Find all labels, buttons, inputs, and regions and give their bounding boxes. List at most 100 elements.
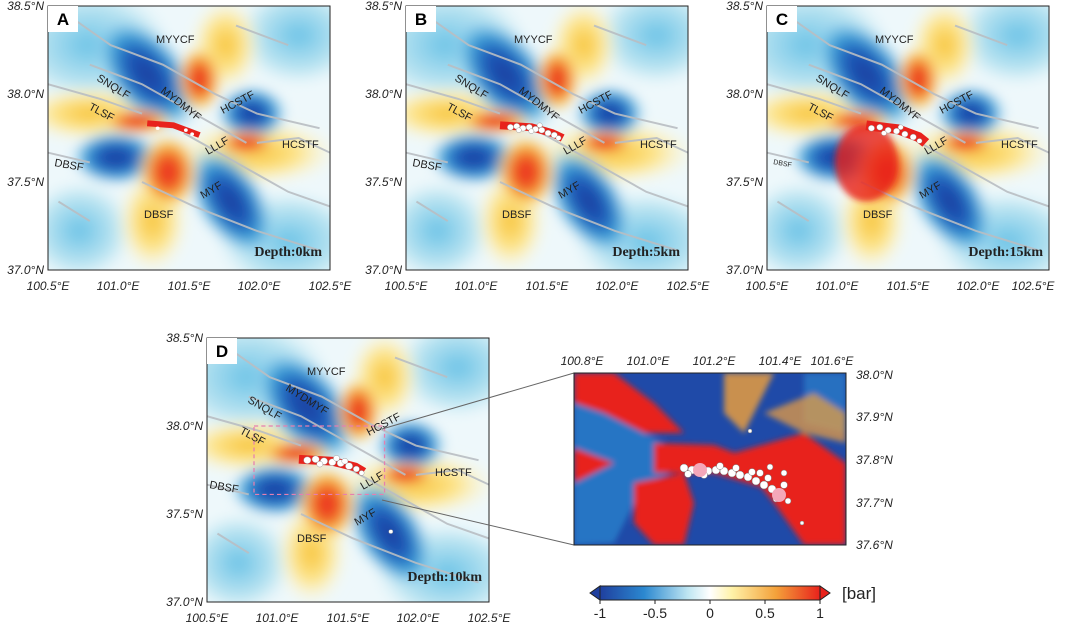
fault-label: HCSTF — [1001, 139, 1038, 151]
inset-lon-ticks: 100.8°E 101.0°E 101.2°E 101.4°E 101.6°E — [561, 354, 855, 368]
lon-tick: 102.0°E — [238, 279, 282, 293]
lat-tick: 37.7°N — [856, 496, 893, 510]
lon-tick: 101.0°E — [455, 279, 499, 293]
lon-tick: 101.5°E — [526, 279, 570, 293]
lon-tick: 102.0°E — [957, 279, 1001, 293]
fault-label: MYYCF — [514, 34, 553, 46]
panel-d-map — [155, 309, 531, 624]
lon-tick: 102.5°E — [1012, 279, 1056, 293]
colorbar-tick: 0 — [706, 605, 714, 621]
lat-tick: 38.5°N — [166, 331, 203, 345]
panel-a: A Depth:0km MYYCF MYDMYF SNQLF TLSF HCST… — [0, 0, 372, 299]
lat-tick: 37.5°N — [726, 175, 763, 189]
panel-d: D Depth:10km MYYCF MYDMYF SNQLF TLSF HCS… — [155, 309, 531, 624]
inset-map — [574, 373, 846, 545]
panel-b: B Depth:5km MYYCF MYDMYF SNQLF TLSF HCST… — [354, 0, 730, 299]
panel-a-depth: Depth:0km — [254, 245, 322, 260]
fault-label: MYYCF — [307, 366, 346, 378]
lat-tick: 37.0°N — [726, 263, 763, 277]
lat-tick: 37.8°N — [856, 453, 893, 467]
panel-c-lat-ticks: 38.5°N 38.0°N 37.5°N 37.0°N — [726, 0, 763, 277]
lat-tick: 38.0°N — [365, 87, 402, 101]
fault-label: HCSTF — [435, 467, 472, 479]
fault-label: DBSF — [208, 479, 239, 496]
panel-b-map — [354, 0, 730, 299]
aftershock-cluster — [865, 120, 930, 147]
fault-label: DBSF — [297, 533, 327, 545]
lon-tick: 101.2°E — [693, 354, 737, 368]
lon-tick: 100.5°E — [27, 279, 71, 293]
panel-b-label-box — [406, 6, 436, 32]
inset-panel: 100.8°E 101.0°E 101.2°E 101.4°E 101.6°E … — [561, 354, 894, 552]
lon-tick: 100.8°E — [561, 354, 605, 368]
panel-a-map — [0, 0, 372, 299]
inset-connector-lines — [381, 372, 575, 546]
panel-d-frame — [206, 337, 490, 603]
panel-b-lat-ticks: 38.5°N 38.0°N 37.5°N 37.0°N — [365, 0, 402, 277]
panel-d-depth: Depth:10km — [407, 570, 482, 585]
panel-a-frame — [47, 5, 331, 271]
lat-tick: 37.0°N — [365, 263, 402, 277]
lat-tick: 38.0°N — [166, 419, 203, 433]
lat-tick: 37.5°N — [7, 175, 44, 189]
lon-tick: 101.0°E — [816, 279, 860, 293]
inset-lat-ticks: 38.0°N 37.9°N 37.8°N 37.7°N 37.6°N — [856, 368, 893, 552]
lat-tick: 37.0°N — [7, 263, 44, 277]
panel-a-label: A — [57, 10, 69, 29]
colorbar-tick: 0.5 — [755, 605, 775, 621]
aftershock-cluster — [499, 121, 565, 142]
lat-tick: 37.5°N — [365, 175, 402, 189]
colorbar-unit: [bar] — [842, 584, 876, 603]
lat-tick: 37.9°N — [856, 410, 893, 424]
panel-c-frame — [766, 5, 1050, 271]
lon-tick: 100.5°E — [186, 611, 230, 624]
lon-tick: 101.5°E — [168, 279, 212, 293]
fault-label: DBSF — [144, 209, 174, 221]
panel-a-lon-ticks: 100.5°E 101.0°E 101.5°E 102.0°E 102.5°E — [27, 279, 353, 293]
colorbar: -1 -0.5 0 0.5 1 [bar] — [589, 584, 876, 621]
lon-tick: 102.5°E — [309, 279, 353, 293]
panel-b-lon-ticks: 100.5°E 101.0°E 101.5°E 102.0°E 102.5°E — [385, 279, 711, 293]
lon-tick: 101.0°E — [627, 354, 671, 368]
lon-tick: 101.6°E — [811, 354, 855, 368]
panel-d-lat-ticks: 38.5°N 38.0°N 37.5°N 37.0°N — [166, 331, 203, 609]
panel-c-map — [715, 0, 1072, 299]
aftershock-cluster — [298, 454, 394, 534]
lon-tick: 102.5°E — [667, 279, 711, 293]
panel-a-label-box — [48, 6, 78, 32]
inset-frame — [573, 372, 847, 546]
lat-tick: 37.5°N — [166, 507, 203, 521]
lat-tick: 38.5°N — [7, 0, 44, 13]
lon-tick: 101.0°E — [256, 611, 300, 624]
panel-c-label-box — [767, 6, 797, 32]
lon-tick: 101.5°E — [887, 279, 931, 293]
fault-label: DBSF — [53, 157, 84, 174]
panel-d-label: D — [216, 342, 228, 361]
panel-c-label: C — [776, 10, 788, 29]
panel-d-label-box — [207, 338, 237, 364]
panel-b-label: B — [415, 10, 427, 29]
lon-tick: 101.4°E — [759, 354, 803, 368]
lon-tick: 101.0°E — [97, 279, 141, 293]
lat-tick: 38.5°N — [365, 0, 402, 13]
lat-tick: 38.5°N — [726, 0, 763, 13]
panel-c-lon-ticks: 100.5°E 101.0°E 101.5°E 102.0°E 102.5°E — [746, 279, 1056, 293]
panel-c: C Depth:15km MYYCF MYDMYF SNQLF TLSF HCS… — [715, 0, 1072, 299]
rupture-trace — [146, 120, 201, 138]
lon-tick: 100.5°E — [385, 279, 429, 293]
mainshock-marker — [693, 463, 707, 477]
fault-label: MYYCF — [156, 34, 195, 46]
panel-b-depth: Depth:5km — [612, 245, 680, 260]
fault-label: DBSF — [863, 209, 893, 221]
colorbar-tick: 1 — [816, 605, 824, 621]
largest-aftershock-marker — [772, 488, 786, 502]
fault-label: DBSF — [773, 159, 793, 169]
lon-tick: 102.0°E — [596, 279, 640, 293]
lat-tick: 37.6°N — [856, 538, 893, 552]
lon-tick: 101.5°E — [327, 611, 371, 624]
lat-tick: 37.0°N — [166, 595, 203, 609]
lat-tick: 38.0°N — [856, 368, 893, 382]
colorbar-tick: -1 — [594, 605, 607, 621]
fault-label: HCSTF — [640, 139, 677, 151]
lat-tick: 38.0°N — [7, 87, 44, 101]
